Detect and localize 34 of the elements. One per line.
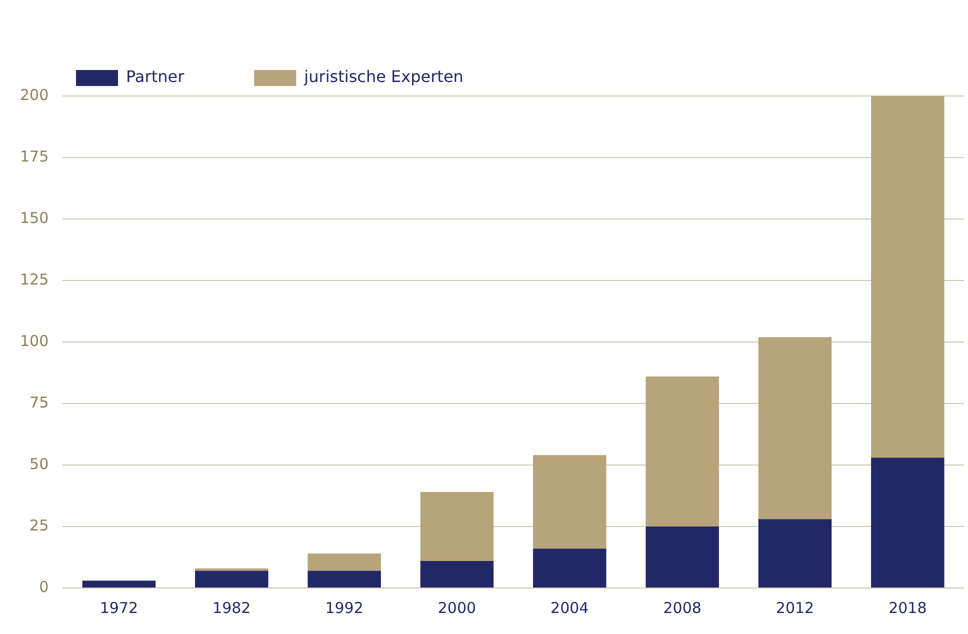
legend-label: Partner bbox=[126, 67, 185, 86]
bar bbox=[533, 548, 606, 588]
x-tick-label: 2018 bbox=[888, 598, 927, 617]
x-tick-label: 2012 bbox=[776, 598, 814, 617]
y-tick-label: 50 bbox=[30, 454, 49, 473]
legend-label: juristische Experten bbox=[303, 67, 464, 86]
y-tick-label: 125 bbox=[20, 270, 49, 288]
y-tick-label: 200 bbox=[20, 86, 49, 104]
y-tick-label: 175 bbox=[20, 147, 49, 166]
x-tick-label: 2008 bbox=[663, 598, 702, 617]
bar bbox=[646, 526, 719, 588]
y-tick-label: 0 bbox=[39, 578, 49, 596]
bar bbox=[758, 337, 832, 520]
y-tick-label: 150 bbox=[20, 208, 49, 227]
bar bbox=[871, 96, 944, 458]
bar bbox=[308, 570, 381, 588]
x-tick-label: 1992 bbox=[325, 598, 364, 617]
x-tick-label: 1982 bbox=[212, 598, 251, 617]
x-tick-label: 2004 bbox=[550, 598, 589, 617]
x-tick-label: 2000 bbox=[438, 598, 476, 617]
bar bbox=[195, 570, 268, 588]
y-tick-label: 75 bbox=[30, 393, 49, 412]
bar bbox=[758, 519, 832, 588]
bar bbox=[195, 568, 268, 571]
bar bbox=[871, 458, 944, 588]
bar bbox=[533, 455, 606, 549]
bar bbox=[308, 554, 381, 571]
bar bbox=[82, 580, 156, 588]
x-tick-label: 1972 bbox=[100, 598, 138, 617]
bar bbox=[420, 492, 494, 561]
bar bbox=[646, 376, 719, 526]
bar bbox=[420, 560, 494, 588]
y-tick-label: 100 bbox=[20, 332, 49, 350]
y-tick-label: 25 bbox=[30, 516, 49, 534]
